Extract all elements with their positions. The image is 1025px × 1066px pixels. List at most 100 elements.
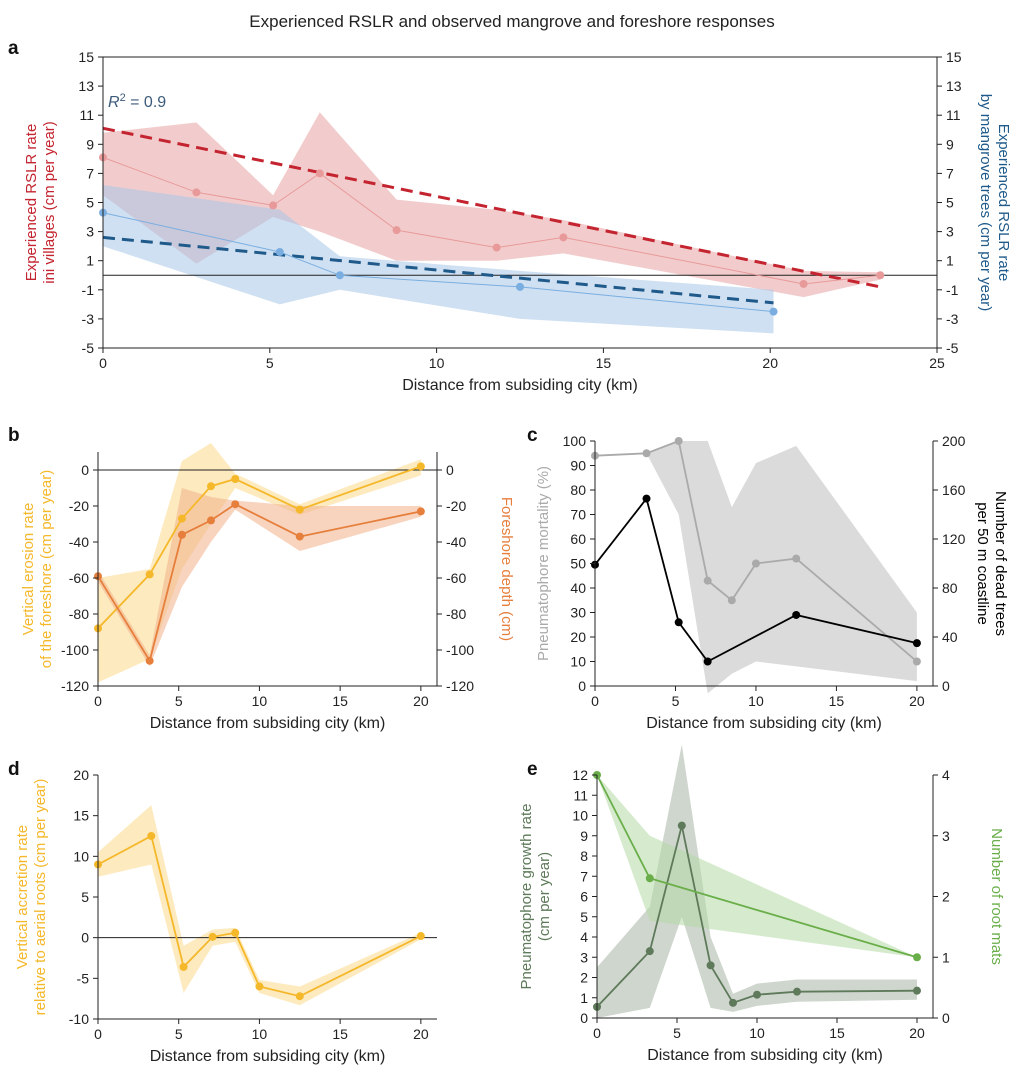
x-tick-label: 20	[909, 693, 925, 709]
data-point	[642, 449, 651, 458]
y-tick-label: 11	[79, 107, 94, 123]
series-line-0	[594, 439, 918, 663]
data-point	[642, 494, 651, 503]
series-band-1	[597, 775, 917, 958]
y2-tick-label: 160	[942, 482, 966, 498]
y2-tick-label: -20	[446, 498, 466, 514]
series-line-0	[97, 834, 422, 998]
data-point	[912, 657, 921, 666]
x-tick-label: 0	[94, 693, 102, 709]
x-tick-label: 15	[332, 1026, 348, 1042]
y2-tick-label: 7	[946, 165, 954, 181]
axis-label-line: Pneumatophore growth rate	[518, 804, 535, 990]
y-tick-label: -120	[61, 678, 89, 694]
x-tick-label: 20	[413, 1026, 429, 1042]
data-point	[645, 947, 654, 956]
y-tick-label: 7	[86, 165, 94, 181]
y-tick-label: 0	[578, 678, 586, 694]
axis-label-line: of the foreshore (cm per year)	[38, 470, 55, 668]
y-tick-label: 90	[570, 458, 586, 474]
x-tick-label: 0	[593, 1025, 601, 1041]
x-tick-label: 20	[762, 355, 778, 371]
data-point	[295, 505, 304, 514]
y2-tick-label: -1	[946, 282, 959, 298]
axis-label-line: (cm per year)	[536, 852, 553, 941]
axis-label-line: Experienced RSLR rate	[995, 124, 1012, 282]
x-axis-label: Distance from subsiding city (km)	[646, 715, 882, 732]
data-point	[674, 437, 683, 445]
axis-label-line: Number of dead trees	[992, 491, 1009, 636]
axis-label-line: Foreshore depth (cm)	[498, 497, 515, 641]
data-point	[177, 514, 186, 523]
x-tick-label: 5	[266, 355, 274, 371]
data-point	[703, 576, 712, 585]
x-tick-label: 25	[929, 355, 945, 371]
y-tick-label: 4	[580, 929, 588, 945]
data-point	[147, 832, 156, 840]
y2-tick-label: 1	[942, 949, 950, 965]
y2-tick-label: 0	[942, 1010, 950, 1026]
y-tick-label: -80	[69, 606, 89, 622]
panel-letter: b	[8, 425, 20, 446]
data-point	[295, 532, 304, 541]
y2-tick-label: -80	[446, 606, 466, 622]
y-axis-label: Pneumatophore mortality (%)	[535, 466, 552, 661]
data-point	[335, 271, 344, 280]
y2-tick-label: 5	[946, 195, 954, 211]
y2-tick-label: -120	[446, 678, 474, 694]
data-point	[876, 271, 885, 280]
data-point	[677, 821, 686, 830]
y-tick-label: 5	[580, 909, 588, 925]
y-tick-label: 20	[73, 767, 89, 783]
data-point	[192, 188, 201, 197]
panel-letter: c	[527, 425, 538, 446]
y2-tick-label: 120	[942, 531, 966, 547]
panel-letter: e	[527, 759, 538, 780]
y-tick-label: 3	[580, 949, 588, 965]
data-point	[912, 639, 921, 648]
data-point	[769, 307, 778, 316]
series-band-1	[103, 185, 774, 334]
annotation-sup: 2	[120, 92, 126, 104]
axis-label-line: Vertical accretion rate	[14, 825, 31, 969]
x-tick-label: 10	[748, 693, 764, 709]
y-tick-label: 8	[580, 848, 588, 864]
y-tick-label: 0	[81, 930, 89, 946]
data-point	[177, 530, 186, 539]
y-tick-label: 10	[570, 654, 586, 670]
x-tick-label: 20	[909, 1025, 925, 1041]
y-tick-label: 11	[573, 787, 588, 803]
x-tick-label: 15	[596, 355, 612, 371]
data-point	[145, 570, 154, 579]
y-tick-label: 9	[86, 136, 94, 152]
axis-label-line: Pneumatophore mortality (%)	[535, 466, 552, 661]
x-axis-label: Distance from subsiding city (km)	[150, 715, 386, 732]
axis-label-line: Number of root mats	[988, 828, 1005, 965]
y-tick-label: -40	[69, 534, 89, 550]
series-band-0	[597, 744, 917, 1018]
y2-tick-label: -5	[946, 340, 959, 356]
panel-b: b 0 5 10 15 20 Distance from subsiding city (k…	[8, 425, 515, 732]
y-tick-label: 10	[73, 848, 89, 864]
y-tick-label: -1	[82, 282, 95, 298]
y2-axis-label: Number of dead treesper 50 m coastline	[974, 491, 1009, 636]
data-point	[792, 610, 801, 619]
y2-tick-label: -3	[946, 311, 959, 327]
y2-tick-label: 15	[946, 49, 962, 65]
x-tick-label: 10	[749, 1025, 765, 1041]
y2-tick-label: 0	[446, 462, 454, 478]
y-tick-label: 0	[580, 1010, 588, 1026]
data-point	[315, 169, 324, 178]
y-tick-label: 5	[81, 889, 89, 905]
y2-tick-label: 80	[942, 580, 958, 596]
x-tick-label: 5	[672, 693, 680, 709]
y-axis-label: Vertical accretion raterelative to aeria…	[14, 779, 49, 1016]
axis-label-line: relative to aerial roots (cm per year)	[32, 779, 49, 1016]
series-line-1	[594, 496, 918, 663]
y2-axis-label: Number of root mats	[988, 828, 1005, 965]
data-point	[706, 961, 715, 970]
y2-tick-label: -100	[446, 642, 474, 658]
y-axis-label: Pneumatophore growth rate(cm per year)	[518, 804, 553, 990]
